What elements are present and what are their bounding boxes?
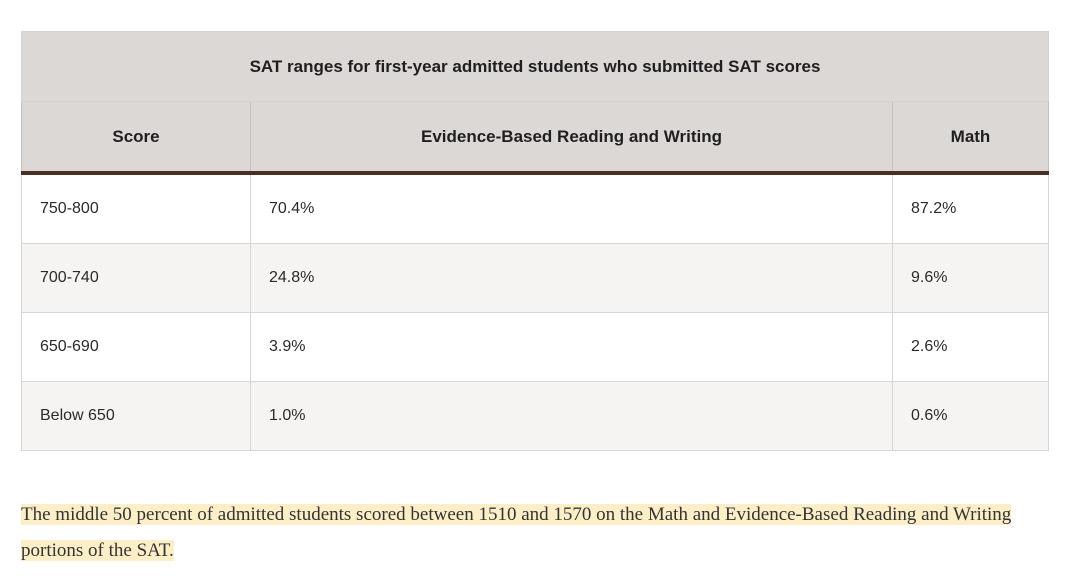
- cell-math: 9.6%: [892, 243, 1049, 313]
- cell-ebrw: 1.0%: [250, 381, 893, 451]
- table-row: Below 650 1.0% 0.6%: [21, 381, 1049, 451]
- sat-ranges-table: SAT ranges for first-year admitted stude…: [21, 31, 1049, 451]
- header-math: Math: [892, 101, 1049, 175]
- header-score: Score: [21, 101, 251, 175]
- table-row: 700-740 24.8% 9.6%: [21, 243, 1049, 313]
- cell-score: Below 650: [21, 381, 251, 451]
- cell-ebrw: 70.4%: [250, 172, 893, 244]
- highlighted-note-text: The middle 50 percent of admitted studen…: [21, 504, 1012, 561]
- table-row: 750-800 70.4% 87.2%: [21, 172, 1049, 244]
- table-caption-row: SAT ranges for first-year admitted stude…: [21, 31, 1049, 102]
- cell-ebrw: 24.8%: [250, 243, 893, 313]
- cell-score: 750-800: [21, 172, 251, 244]
- cell-score: 700-740: [21, 243, 251, 313]
- sat-ranges-table-container: SAT ranges for first-year admitted stude…: [21, 31, 1049, 451]
- table-header-row: Score Evidence-Based Reading and Writing…: [21, 101, 1049, 175]
- cell-ebrw: 3.9%: [250, 312, 893, 382]
- table-caption: SAT ranges for first-year admitted stude…: [21, 31, 1049, 102]
- header-ebrw: Evidence-Based Reading and Writing: [250, 101, 893, 175]
- cell-math: 87.2%: [892, 172, 1049, 244]
- middle-50-note: The middle 50 percent of admitted studen…: [21, 497, 1021, 569]
- cell-math: 0.6%: [892, 381, 1049, 451]
- cell-math: 2.6%: [892, 312, 1049, 382]
- cell-score: 650-690: [21, 312, 251, 382]
- table-row: 650-690 3.9% 2.6%: [21, 312, 1049, 382]
